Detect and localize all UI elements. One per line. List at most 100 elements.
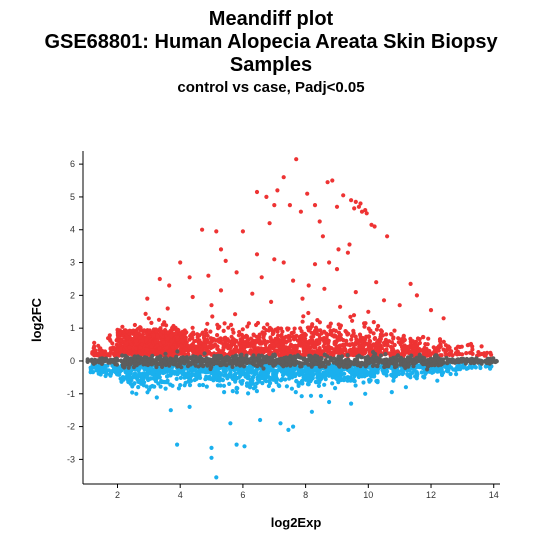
up-point [178, 260, 183, 265]
down-point [310, 376, 315, 381]
down-point [293, 374, 298, 379]
up-point [341, 338, 346, 343]
up-point [234, 270, 239, 275]
ns-point [479, 361, 484, 366]
up-point [427, 348, 432, 354]
up-point [408, 349, 413, 354]
up-point [191, 332, 196, 337]
x-tick-label: 6 [240, 490, 245, 500]
down-point [253, 384, 258, 390]
down-point [236, 370, 241, 375]
y-tick-label: -2 [67, 422, 75, 432]
up-point [297, 349, 302, 355]
up-point [389, 332, 394, 337]
ns-point [175, 357, 180, 362]
down-point [339, 372, 344, 377]
up-point [300, 319, 305, 324]
down-point [96, 371, 101, 376]
up-point [302, 341, 307, 346]
ns-point [204, 359, 210, 364]
ns-point [266, 357, 271, 362]
down-point [239, 371, 244, 377]
up-point [240, 229, 245, 234]
up-point [484, 351, 489, 356]
ns-point [425, 367, 430, 372]
up-point [347, 242, 352, 247]
up-point [234, 349, 239, 354]
ns-point [92, 358, 97, 364]
ns-point [204, 362, 209, 367]
up-point [479, 344, 484, 349]
down-point [298, 369, 303, 374]
ns-point [219, 363, 224, 368]
down-point [125, 373, 130, 378]
down-point [454, 372, 459, 377]
up-point [221, 347, 226, 352]
y-tick-label: 0 [70, 356, 75, 366]
ns-point [185, 364, 191, 369]
ns-point [196, 364, 201, 369]
up-point [96, 343, 101, 348]
up-point [245, 334, 250, 339]
ns-point [158, 357, 163, 362]
up-point [329, 330, 334, 335]
up-point [145, 296, 150, 301]
up-point [205, 333, 210, 338]
down-point [200, 382, 206, 388]
down-point [187, 404, 192, 409]
up-point [396, 336, 401, 341]
ns-point [261, 366, 266, 371]
y-tick-label: 6 [70, 159, 75, 169]
ns-point [256, 354, 261, 359]
up-point [171, 352, 176, 357]
ns-point [378, 353, 384, 358]
up-point [265, 322, 270, 327]
down-point [407, 368, 412, 373]
up-point [246, 321, 251, 326]
up-point [336, 335, 342, 340]
up-point [428, 308, 434, 313]
ns-point [273, 361, 278, 367]
up-point [275, 329, 280, 334]
down-point [104, 371, 109, 377]
ns-point [406, 363, 411, 368]
ns-point [202, 351, 207, 356]
up-point [233, 312, 238, 317]
ns-point [447, 358, 452, 363]
up-point [252, 344, 257, 349]
y-tick-label: 1 [70, 323, 75, 333]
up-point [257, 349, 262, 354]
down-point [158, 384, 163, 389]
up-point [134, 339, 139, 344]
up-point [374, 280, 379, 285]
up-point [147, 329, 152, 334]
ns-point [179, 357, 184, 362]
chart-title-line-2: Samples [229, 54, 313, 76]
ns-point [298, 355, 303, 360]
up-point [366, 334, 371, 339]
up-point [227, 350, 232, 356]
up-point [272, 203, 277, 208]
up-point [127, 345, 132, 350]
up-point [315, 342, 320, 347]
down-point [314, 371, 320, 376]
down-point [403, 385, 408, 390]
up-point [345, 250, 350, 255]
up-point [107, 333, 112, 338]
up-point [188, 333, 193, 339]
ns-point [318, 356, 323, 361]
up-point [164, 345, 169, 350]
up-point [363, 208, 368, 213]
up-point [127, 349, 132, 354]
up-point [205, 321, 210, 326]
down-point [419, 370, 424, 375]
down-point [207, 376, 212, 381]
down-point [221, 383, 227, 388]
up-point [142, 328, 147, 333]
ns-point [230, 361, 235, 367]
down-point [431, 367, 436, 372]
ns-point [313, 361, 318, 366]
up-point [347, 342, 353, 347]
down-point [299, 394, 304, 399]
down-point [142, 380, 147, 385]
